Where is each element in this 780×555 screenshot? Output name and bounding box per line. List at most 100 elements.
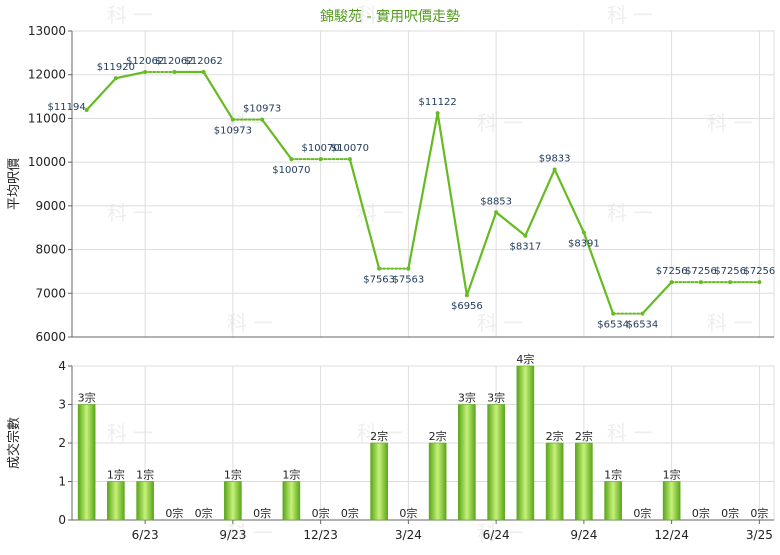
volume-bar: [545, 442, 564, 521]
watermark-text: 科 一: [107, 421, 153, 445]
price-line-segment: [407, 111, 439, 270]
price-point: [113, 76, 118, 81]
price-data-label: $10070: [272, 165, 310, 176]
watermark-text: 科 一: [227, 311, 273, 335]
volume-data-label: 1宗: [282, 468, 300, 482]
volume-data-label: 0宗: [312, 506, 330, 520]
price-line-chart: 6000 7000 8000 9000 10000 11000 12000 13000 平均呎…: [7, 24, 775, 344]
volume-data-label: 0宗: [399, 506, 417, 520]
volume-y-tick-label: 1: [58, 475, 66, 489]
price-data-label: $11920: [97, 62, 135, 73]
price-y-tick-label: 12000: [28, 68, 66, 82]
watermark-text: 科 一: [227, 521, 273, 545]
price-data-label: $6534: [597, 320, 629, 331]
watermark-text: 科 一: [607, 421, 653, 445]
price-point: [172, 70, 177, 75]
volume-y-tick-label: 4: [58, 359, 66, 373]
price-line-segment: [348, 157, 381, 270]
volume-bars: [77, 365, 681, 521]
price-point: [464, 293, 469, 298]
price-line-segment: [85, 77, 117, 112]
price-point: [143, 70, 148, 75]
volume-data-label: 0宗: [195, 506, 213, 520]
volume-data-label: 0宗: [633, 506, 651, 520]
price-data-label: $10070: [302, 143, 340, 154]
price-points: [84, 70, 762, 316]
price-point: [640, 311, 645, 316]
price-data-label: $8853: [480, 196, 512, 207]
volume-data-label: 1宗: [224, 468, 242, 482]
price-point: [230, 117, 235, 122]
price-y-tick-label: 7000: [35, 286, 66, 300]
price-point: [347, 157, 352, 162]
price-line-segment: [261, 118, 293, 161]
price-grid: [71, 30, 775, 338]
volume-data-label: 1宗: [604, 468, 622, 482]
volume-data-label: 0宗: [253, 506, 271, 520]
price-plot-frame: [71, 30, 775, 338]
price-point: [406, 266, 411, 271]
price-point: [552, 167, 557, 172]
watermark-text: 科 一: [607, 3, 653, 27]
price-data-label: $7563: [392, 275, 424, 286]
price-y-tick-label: 8000: [35, 243, 66, 257]
price-y-axis-label: 平均呎價: [7, 158, 22, 210]
price-point: [523, 233, 528, 238]
volume-bar: [224, 481, 242, 521]
volume-data-label: 0宗: [750, 506, 768, 520]
volume-data-label: 2宗: [546, 429, 564, 443]
volume-bar: [107, 481, 125, 521]
x-tick-label: 12/24: [654, 528, 689, 542]
price-y-tick-label: 10000: [28, 155, 66, 169]
price-y-tick-label: 6000: [35, 330, 66, 344]
volume-data-label: 3宗: [78, 391, 96, 405]
watermark-text: 科 一: [707, 311, 753, 335]
price-line-segment: [436, 111, 468, 297]
price-line-segment: [582, 231, 615, 315]
volume-bar: [662, 481, 681, 521]
x-tick-label: 6/24: [483, 528, 510, 542]
volume-y-tick-label: 3: [58, 398, 66, 412]
volume-data-label: 2宗: [429, 429, 447, 443]
watermark-text: 科 一: [107, 201, 153, 225]
volume-data-label: 1宗: [107, 468, 125, 482]
price-data-label: $8391: [568, 238, 600, 249]
volume-data-label: 2宗: [575, 429, 593, 443]
watermark-text: 科 一: [107, 3, 153, 27]
volume-data-label: 1宗: [136, 468, 154, 482]
x-axis-ticks: 6/23 9/23 12/23 3/24 6/24 9/24 12/24 3/25: [132, 520, 773, 542]
watermark-text: 科 一: [477, 521, 523, 545]
volume-data-label: 3宗: [458, 391, 476, 405]
volume-data-label: 3宗: [487, 391, 505, 405]
volume-bar: [136, 481, 154, 521]
volume-data-label: 2宗: [370, 429, 388, 443]
price-data-label: $10070: [331, 143, 369, 154]
price-point: [611, 311, 616, 316]
volume-bar: [458, 404, 476, 521]
price-data-label: $6956: [451, 301, 483, 312]
price-point: [201, 70, 206, 75]
watermark-text: 科 一: [477, 311, 523, 335]
volume-bar: [516, 365, 535, 521]
price-point: [84, 107, 89, 112]
volume-bar: [428, 442, 447, 521]
price-line-series: [85, 70, 761, 315]
price-data-label: $12062: [185, 56, 223, 67]
price-data-label: $8317: [509, 242, 541, 253]
price-line-segment: [202, 70, 234, 121]
price-data-label: $6534: [626, 320, 658, 331]
price-point: [318, 157, 323, 162]
price-data-label: $11122: [419, 97, 457, 108]
price-y-tick-label: 13000: [28, 24, 66, 38]
price-data-label: $7256: [743, 266, 775, 277]
volume-bar: [370, 442, 388, 521]
x-tick-label: 3/25: [746, 528, 773, 542]
price-data-label: $7563: [363, 275, 395, 286]
volume-data-label: 4宗: [516, 352, 534, 366]
volume-data-label: 0宗: [341, 506, 359, 520]
price-point: [581, 230, 586, 235]
x-tick-label: 6/23: [132, 528, 159, 542]
volume-bar: [604, 481, 622, 521]
price-point: [757, 280, 762, 285]
price-data-label: $12062: [126, 56, 164, 67]
